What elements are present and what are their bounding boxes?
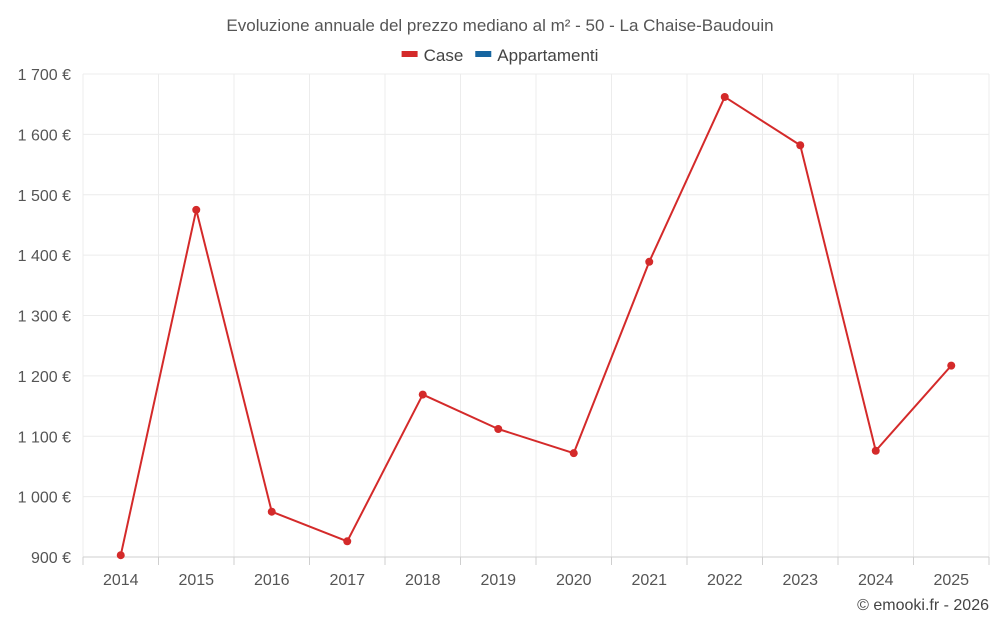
y-tick-label: 1 500 € <box>18 188 71 205</box>
x-tick-label: 2022 <box>707 572 743 589</box>
data-point[interactable] <box>947 361 956 370</box>
data-point[interactable] <box>720 92 729 101</box>
x-axis: 2014 2015 2016 2017 2018 2019 2020 2021 2022 2023… <box>82 556 990 589</box>
x-tick-label: 2018 <box>405 572 441 589</box>
y-tick-label: 1 000 € <box>18 490 71 507</box>
data-point[interactable] <box>871 446 880 455</box>
data-point[interactable] <box>343 537 352 546</box>
y-axis: 900 € 1 000 € 1 100 € 1 200 € 1 300 € 1 400 €… <box>18 67 71 567</box>
y-tick-label: 1 400 € <box>18 248 71 265</box>
x-tick-label: 2017 <box>329 572 365 589</box>
series-line-case <box>119 95 952 556</box>
x-tick-label: 2016 <box>254 572 290 589</box>
y-tick-label: 900 € <box>31 550 71 567</box>
legend-label: Appartamenti <box>497 46 598 65</box>
data-point[interactable] <box>418 390 427 399</box>
credit-text: © emooki.fr - 2026 <box>857 597 989 614</box>
data-point[interactable] <box>796 141 805 150</box>
y-tick-label: 1 700 € <box>18 67 71 84</box>
chart-title: Evoluzione annuale del prezzo mediano al… <box>226 16 773 35</box>
x-tick-label: 2025 <box>933 572 969 589</box>
data-point[interactable] <box>192 205 201 214</box>
y-tick-label: 1 100 € <box>18 429 71 446</box>
x-tick-label: 2015 <box>178 572 214 589</box>
y-tick-label: 1 600 € <box>18 127 71 144</box>
data-point[interactable] <box>494 425 503 434</box>
y-tick-label: 1 300 € <box>18 309 71 326</box>
y-tick-label: 1 200 € <box>18 369 71 386</box>
x-tick-label: 2024 <box>858 572 894 589</box>
data-point[interactable] <box>569 449 578 458</box>
data-point[interactable] <box>267 507 276 516</box>
data-point[interactable] <box>645 257 654 266</box>
data-point[interactable] <box>116 551 125 560</box>
legend-label: Case <box>424 46 464 65</box>
legend: Case Appartamenti <box>401 46 598 65</box>
x-tick-label: 2023 <box>782 572 818 589</box>
legend-swatch <box>401 51 418 57</box>
x-tick-label: 2014 <box>103 572 139 589</box>
legend-swatch <box>475 51 492 57</box>
x-tick-label: 2021 <box>631 572 667 589</box>
x-tick-label: 2019 <box>480 572 516 589</box>
x-tick-label: 2020 <box>556 572 592 589</box>
series-layer <box>116 92 956 560</box>
grid <box>82 73 990 558</box>
